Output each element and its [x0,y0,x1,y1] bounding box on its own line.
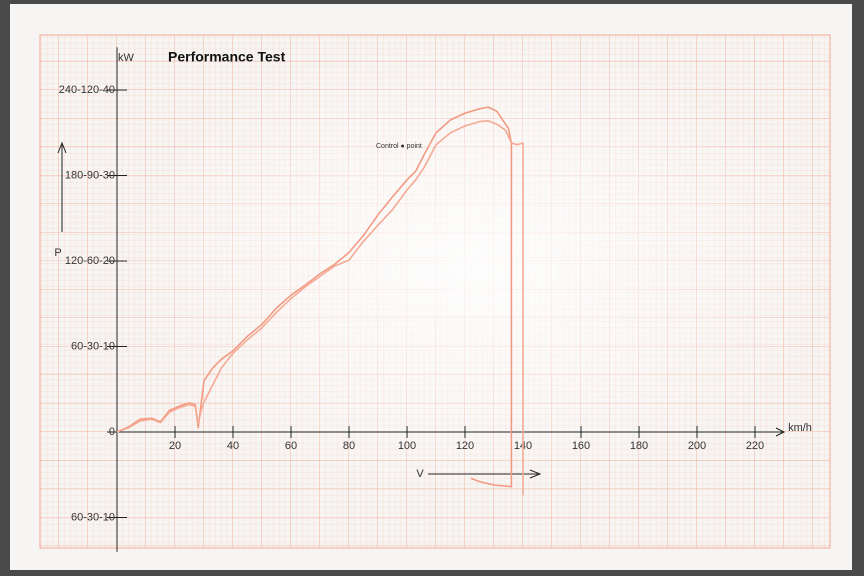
x-tick-label: 40 [227,440,239,452]
y-tick-label: 240-120-40 [59,84,115,96]
x-tick-label: 160 [572,440,590,452]
y-tick-label: 180-90-30 [65,169,115,181]
y-tick-label: 60-30-10 [71,340,115,352]
x-tick-label: 200 [688,440,706,452]
x-tick-label: 120 [456,440,474,452]
y-tick-label: 120-60-20 [65,255,115,267]
v-arrow [428,469,542,479]
y-tick-label: 60-30-10 [71,511,115,523]
p-arrow [57,141,67,232]
series-line [116,106,513,488]
x-tick-label: 100 [398,440,416,452]
y-axis-label: P [54,247,61,259]
x-tick-label: 220 [746,440,764,452]
series-line [116,120,524,496]
x-tick-label: 60 [285,440,297,452]
x-axis [117,427,786,437]
y-unit: kW [118,52,135,64]
x-tick-label: 20 [169,440,181,452]
x-axis-label: V [416,468,424,480]
x-tick-label: 180 [630,440,648,452]
y-tick-label: 0 [109,426,115,438]
x-tick-label: 80 [343,440,355,452]
chart-title: Performance Test [168,49,286,65]
x-unit: km/h [788,422,812,434]
glare [40,35,830,548]
annotation: Control ● point [376,143,422,150]
